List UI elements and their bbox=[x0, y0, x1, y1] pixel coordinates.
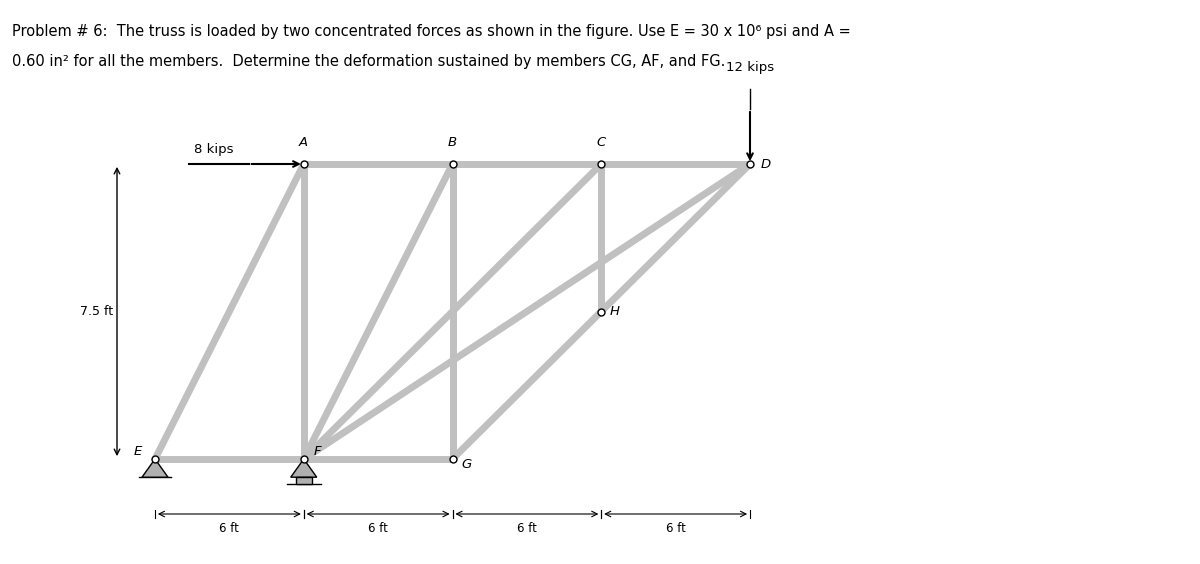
Text: 6 ft: 6 ft bbox=[368, 522, 388, 535]
Text: 12 kips: 12 kips bbox=[726, 61, 774, 74]
Bar bbox=[296, 477, 312, 484]
Text: 7.5 ft: 7.5 ft bbox=[80, 305, 113, 318]
Text: G: G bbox=[461, 459, 472, 472]
Text: C: C bbox=[596, 136, 606, 149]
Text: 6 ft: 6 ft bbox=[666, 522, 685, 535]
Text: 8 kips: 8 kips bbox=[194, 143, 234, 156]
Text: D: D bbox=[761, 157, 772, 170]
Polygon shape bbox=[290, 459, 317, 477]
Polygon shape bbox=[142, 459, 168, 477]
Text: F: F bbox=[313, 444, 322, 457]
Text: A: A bbox=[299, 136, 308, 149]
Text: E: E bbox=[133, 444, 142, 457]
Text: 6 ft: 6 ft bbox=[517, 522, 536, 535]
Text: 0.60 in² for all the members.  Determine the deformation sustained by members CG: 0.60 in² for all the members. Determine … bbox=[12, 54, 725, 69]
Text: B: B bbox=[448, 136, 457, 149]
Text: Problem # 6:  The truss is loaded by two concentrated forces as shown in the fig: Problem # 6: The truss is loaded by two … bbox=[12, 24, 851, 39]
Text: H: H bbox=[610, 305, 620, 318]
Text: 6 ft: 6 ft bbox=[220, 522, 239, 535]
